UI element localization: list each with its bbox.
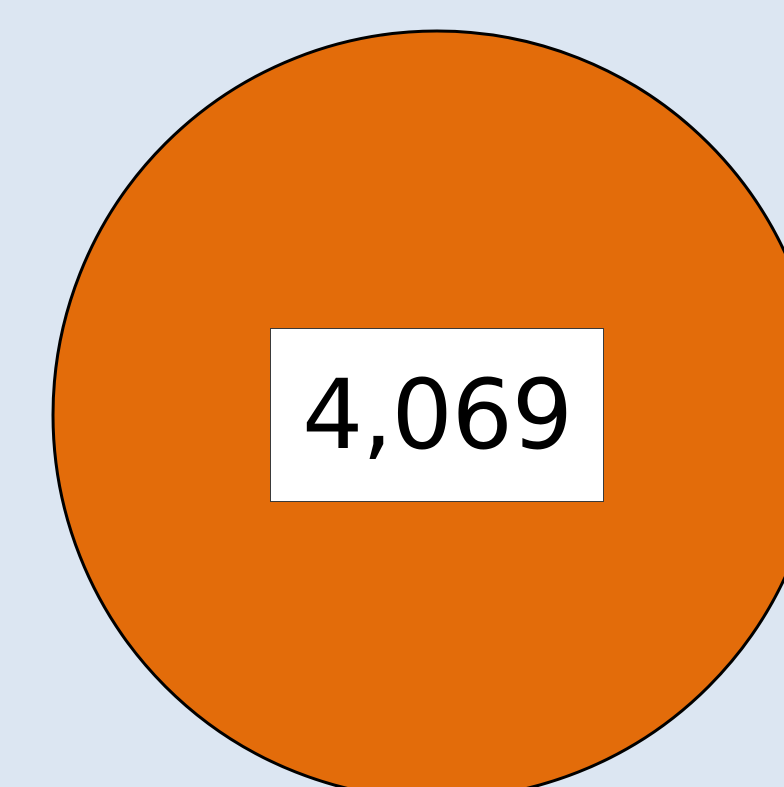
data-label: 4,069 [302, 359, 573, 471]
data-label-box: 4,069 [270, 328, 604, 502]
